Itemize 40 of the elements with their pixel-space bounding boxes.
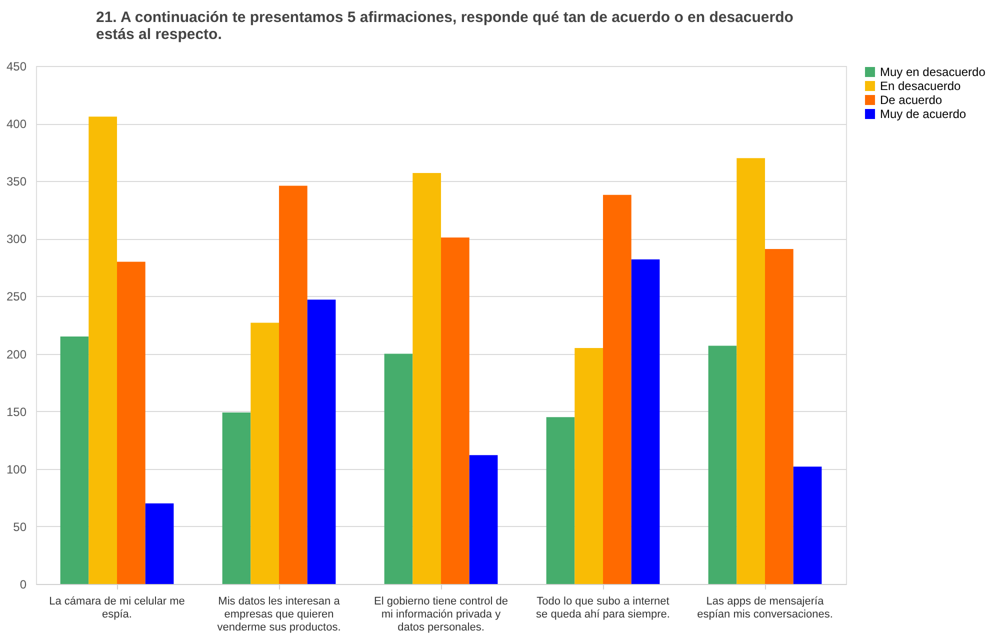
bar bbox=[88, 116, 117, 584]
legend-label: Muy de acuerdo bbox=[880, 107, 966, 121]
y-tick-label: 450 bbox=[6, 60, 27, 74]
bar bbox=[307, 300, 336, 584]
y-tick-label: 400 bbox=[6, 117, 27, 132]
chart-title: 21. A continuación te presentamos 5 afirmaciones, responde qué tan de acuerdo o en desacuerdo estás al respecto. bbox=[96, 9, 794, 43]
y-tick-label: 200 bbox=[6, 347, 27, 362]
bar bbox=[603, 194, 632, 584]
legend-label: De acuerdo bbox=[880, 93, 942, 107]
y-tick-label: 250 bbox=[6, 290, 27, 304]
y-tick-label: 0 bbox=[20, 578, 27, 592]
y-tick-label: 350 bbox=[6, 174, 27, 189]
x-tick-label: El gobierno tiene control de mi información privada y datos personales. bbox=[374, 596, 508, 634]
bar bbox=[384, 354, 413, 584]
y-tick-label: 150 bbox=[6, 404, 27, 419]
legend-label: Muy en desacuerdo bbox=[880, 65, 986, 79]
bar bbox=[250, 322, 279, 584]
bar bbox=[736, 158, 765, 584]
legend-label: En desacuerdo bbox=[880, 79, 962, 93]
bar bbox=[60, 336, 89, 584]
bar bbox=[765, 249, 794, 584]
y-tick-label: 100 bbox=[6, 462, 27, 476]
bar bbox=[222, 412, 251, 584]
bar bbox=[631, 259, 660, 584]
x-tick-label: Mis datos les interesan a empresas que quieren venderme sus productos. bbox=[217, 596, 341, 634]
bar bbox=[441, 238, 470, 584]
x-tick-label: Todo lo que subo a internet se queda ahí para siempre. bbox=[536, 596, 670, 620]
bar bbox=[546, 417, 575, 584]
x-tick-label: Las apps de mensajería espían mis conversaciones. bbox=[697, 596, 833, 620]
bar bbox=[469, 455, 498, 584]
bar bbox=[412, 173, 441, 584]
bar bbox=[574, 348, 603, 584]
bar bbox=[145, 503, 174, 584]
y-tick-label: 50 bbox=[13, 520, 27, 534]
bar bbox=[279, 186, 308, 584]
x-tick-label: La cámara de mi celular me espía. bbox=[49, 596, 185, 620]
bar bbox=[708, 346, 737, 584]
bar bbox=[793, 466, 822, 584]
y-tick-label: 300 bbox=[6, 232, 27, 246]
bar bbox=[117, 262, 146, 584]
